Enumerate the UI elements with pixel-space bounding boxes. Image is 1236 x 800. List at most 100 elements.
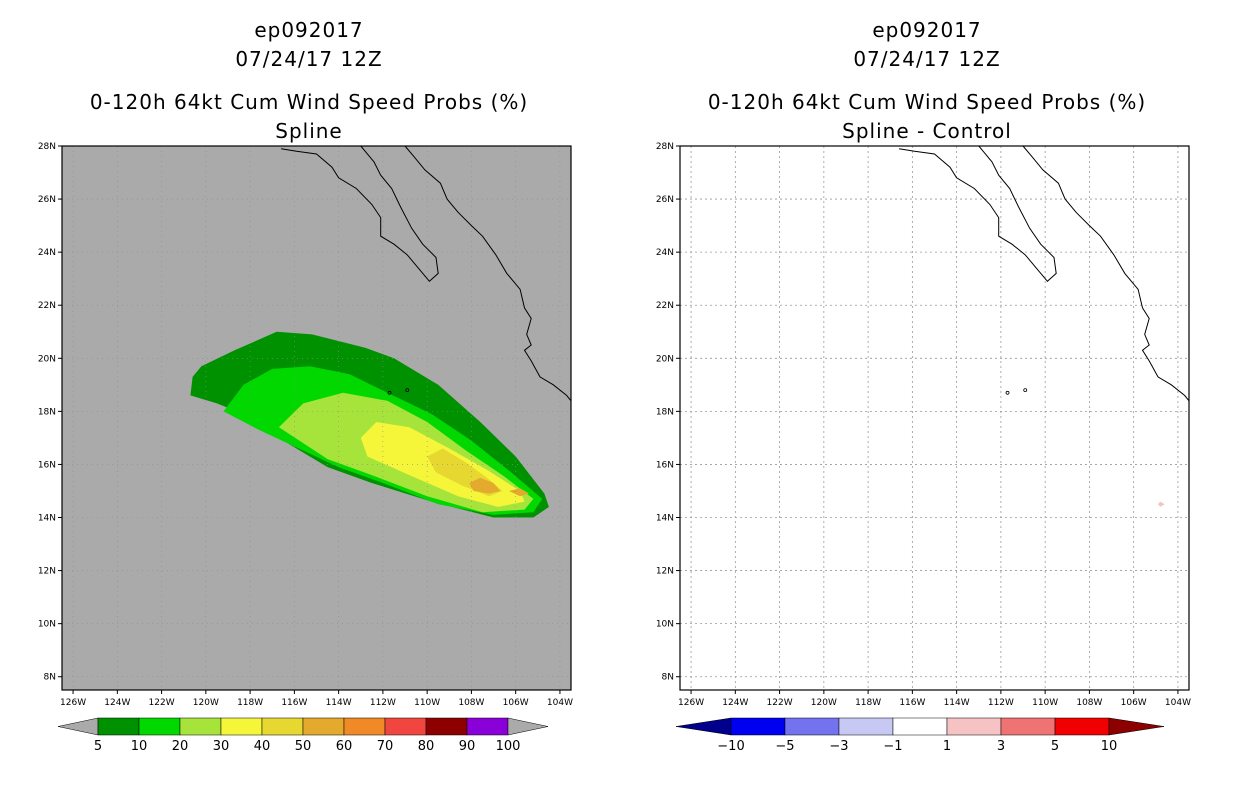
y-tick-label: 14N <box>656 514 674 524</box>
colorbar-segment <box>138 717 181 736</box>
contour-level-1 <box>1147 491 1170 515</box>
y-tick-label: 26N <box>656 195 674 205</box>
x-tick-label: 118W <box>237 698 263 708</box>
colorbar-label: −3 <box>829 739 848 754</box>
colorbar-segment <box>784 717 840 736</box>
x-tick-label: 124W <box>104 698 130 708</box>
y-tick-label: 12N <box>38 567 56 577</box>
x-tick-label: 124W <box>722 698 748 708</box>
left-storm-id: ep092017 <box>254 18 364 42</box>
colorbar-segment <box>384 717 427 736</box>
colorbar-label: 5 <box>94 739 102 754</box>
colorbar-label: 80 <box>418 739 435 754</box>
colorbar-segment <box>466 717 509 736</box>
colorbar-under-triangle <box>57 717 99 736</box>
colorbar-segment <box>730 717 786 736</box>
y-tick-label: 18N <box>38 407 56 417</box>
colorbar-label: 3 <box>997 739 1005 754</box>
y-tick-label: 18N <box>656 407 674 417</box>
y-tick-label: 24N <box>656 248 674 258</box>
right-datetime: 07/24/17 12Z <box>853 47 1001 71</box>
colorbar-segment <box>838 717 894 736</box>
y-tick-label: 16N <box>38 460 56 470</box>
y-tick-label: 22N <box>656 301 674 311</box>
y-tick-label: 16N <box>656 460 674 470</box>
x-tick-label: 110W <box>414 698 440 708</box>
left-probability-map: 126W 124W 122W 120W 118W 116W 114W 112W 110W 108W… <box>38 142 573 754</box>
colorbar-label: 100 <box>496 739 521 754</box>
colorbar-segment <box>892 717 948 736</box>
y-tick-label: 24N <box>38 248 56 258</box>
x-tick-label: 104W <box>1165 698 1191 708</box>
x-tick-label: 106W <box>503 698 529 708</box>
y-tick-label: 14N <box>38 514 56 524</box>
x-tick-label: 116W <box>281 698 307 708</box>
right-difference-map: 126W 124W 122W 120W 118W 116W 114W 112W 110W 108W… <box>656 142 1191 754</box>
left-title: ep092017 07/24/17 12Z <box>0 16 618 74</box>
colorbar-label: 50 <box>295 739 312 754</box>
colorbar-segment <box>220 717 263 736</box>
x-tick-label: 108W <box>458 698 484 708</box>
plot-background <box>680 146 1189 690</box>
coastline-baja <box>281 145 439 283</box>
colorbar-label: 70 <box>377 739 394 754</box>
colorbar-label: −1 <box>883 739 902 754</box>
island <box>387 390 392 395</box>
colorbar-segment <box>302 717 345 736</box>
x-tick-label: 126W <box>60 698 86 708</box>
coastline-mainland <box>1022 145 1190 402</box>
y-tick-label: 26N <box>38 195 56 205</box>
colorbar-segment <box>425 717 468 736</box>
colorbar-label: 20 <box>172 739 189 754</box>
x-tick-label: 110W <box>1032 698 1058 708</box>
x-tick-label: 126W <box>678 698 704 708</box>
right-title: ep092017 07/24/17 12Z <box>618 16 1236 74</box>
x-tick-label: 114W <box>326 698 352 708</box>
left-chart-title: 0-120h 64kt Cum Wind Speed Probs (%) <box>89 90 529 114</box>
x-tick-label: 112W <box>370 698 396 708</box>
y-tick-label: 20N <box>656 354 674 364</box>
colorbar-label: 40 <box>254 739 271 754</box>
y-tick-label: 10N <box>38 620 56 630</box>
y-tick-label: 8N <box>44 673 56 683</box>
x-tick-label: 106W <box>1121 698 1147 708</box>
x-tick-label: 108W <box>1076 698 1102 708</box>
colorbar-label: 30 <box>213 739 230 754</box>
x-tick-label: 120W <box>193 698 219 708</box>
left-subtitle-block: 0-120h 64kt Cum Wind Speed Probs (%) Spl… <box>0 88 618 146</box>
contour-level-3 <box>1158 501 1165 507</box>
colorbar-segment <box>97 717 140 736</box>
x-tick-label: 104W <box>547 698 573 708</box>
colorbar-label: −5 <box>775 739 794 754</box>
y-tick-label: 22N <box>38 301 56 311</box>
colorbar-label: 90 <box>459 739 476 754</box>
x-tick-label: 120W <box>811 698 837 708</box>
right-chart-subtitle: Spline - Control <box>842 119 1012 143</box>
y-tick-label: 28N <box>38 142 56 152</box>
x-tick-label: 114W <box>944 698 970 708</box>
colorbar-label: 5 <box>1051 739 1059 754</box>
colorbar-label: 10 <box>1101 739 1118 754</box>
plot-frame <box>61 145 572 691</box>
coastline-mainland <box>404 145 572 402</box>
plot-frame <box>679 145 1190 691</box>
colorbar-over-triangle <box>507 717 549 736</box>
colorbar-segment <box>1054 717 1110 736</box>
colorbar-segment <box>261 717 304 736</box>
colorbar-segment <box>1000 717 1056 736</box>
contour-level-50 <box>469 477 501 494</box>
colorbar-label: −10 <box>717 739 744 754</box>
colorbar-segment <box>343 717 386 736</box>
colorbar-segment <box>179 717 222 736</box>
y-tick-label: 8N <box>662 673 674 683</box>
x-tick-label: 122W <box>767 698 793 708</box>
colorbar-label: 1 <box>943 739 951 754</box>
colorbar-segment <box>946 717 1002 736</box>
x-tick-label: 112W <box>988 698 1014 708</box>
colorbar-label: 10 <box>131 739 148 754</box>
left-chart-subtitle: Spline <box>275 119 343 143</box>
x-tick-label: 118W <box>855 698 881 708</box>
coastline-baja <box>899 145 1057 283</box>
right-chart-title: 0-120h 64kt Cum Wind Speed Probs (%) <box>707 90 1147 114</box>
island <box>1005 390 1010 395</box>
